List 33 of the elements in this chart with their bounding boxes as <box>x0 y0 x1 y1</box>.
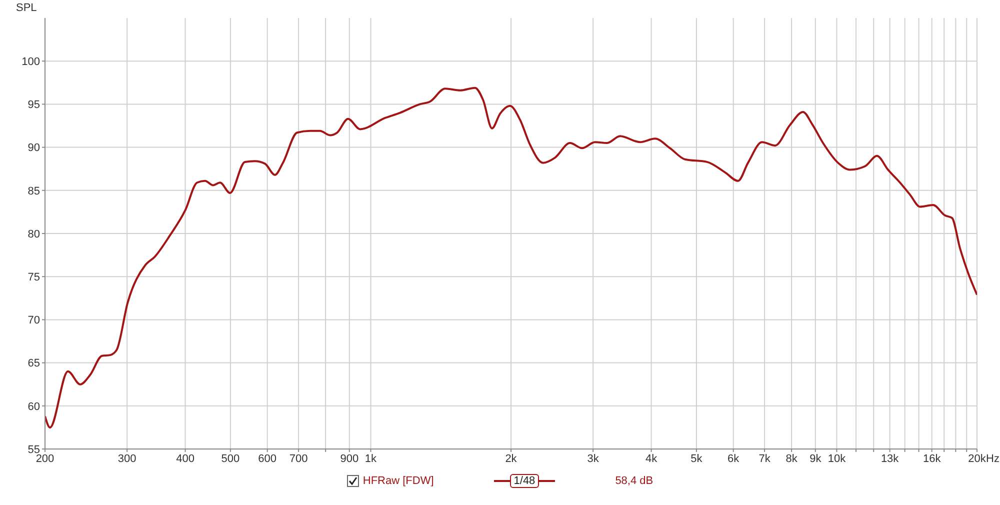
y-axis-title: SPL <box>16 2 37 14</box>
text: 58,4 dB <box>615 475 654 487</box>
text: 1/48 <box>510 474 540 488</box>
x-tick-label: 500 <box>221 452 240 465</box>
x-tick-label: 5k <box>690 452 703 465</box>
x-tick-label: 4k <box>645 452 658 465</box>
x-tick-label: 3k <box>587 452 600 465</box>
x-tick-label: 400 <box>176 452 194 465</box>
y-tick-label: 70 <box>28 314 40 327</box>
x-tick-label: 2k <box>505 452 518 465</box>
x-tick-label: 16k <box>922 452 942 465</box>
y-tick-label: 60 <box>28 400 40 413</box>
y-tick-label: 95 <box>28 99 40 112</box>
x-tick-label: 9k <box>810 452 822 465</box>
x-tick-label: 7k <box>758 452 771 465</box>
x-tick-label: 8k <box>786 452 798 465</box>
text: HFRaw [FDW] <box>362 475 434 487</box>
x-tick-label: 300 <box>118 452 136 465</box>
y-tick-label: 80 <box>28 228 40 240</box>
y-tick-label: 90 <box>28 142 40 154</box>
x-tick-label: 13k <box>880 452 900 465</box>
x-tick-label: 900 <box>340 452 359 465</box>
x-axis-title: Hz <box>986 453 1000 465</box>
y-tick-label: 100 <box>22 56 40 68</box>
x-tick-label: 600 <box>258 452 277 465</box>
x-tick-label: 700 <box>289 452 308 465</box>
y-tick-label: 85 <box>28 185 40 198</box>
x-tick-label: 10k <box>828 452 846 465</box>
x-tick-label: 1k <box>364 452 378 465</box>
y-tick-label: 75 <box>28 272 40 284</box>
y-tick-label: 65 <box>28 358 40 370</box>
x-tick-label: 6k <box>728 452 740 465</box>
x-tick-label: 20k <box>968 452 986 465</box>
